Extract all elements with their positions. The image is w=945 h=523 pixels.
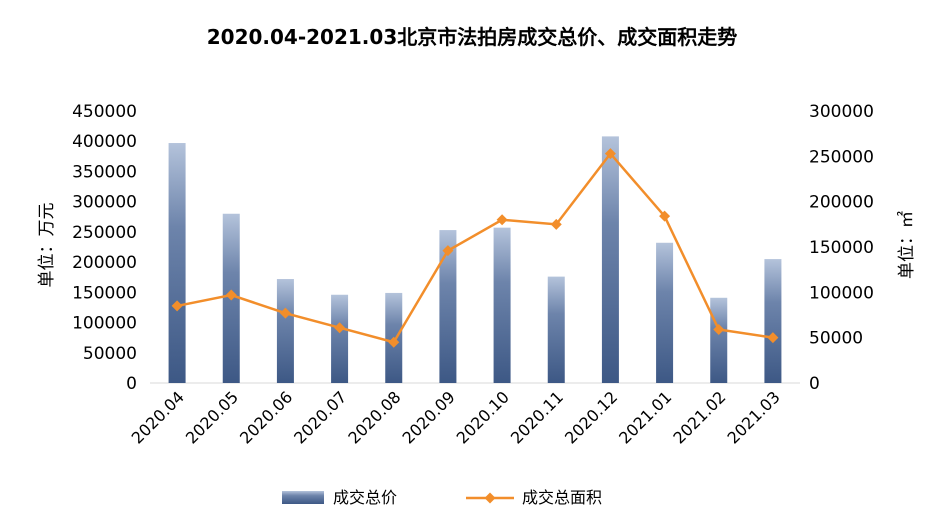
right-tick-label: 150000 xyxy=(809,238,874,258)
x-tick-label: 2020.05 xyxy=(182,387,242,447)
bar xyxy=(547,276,565,383)
line-point xyxy=(604,148,616,160)
x-tick-label: 2020.08 xyxy=(344,387,404,447)
right-tick-label: 50000 xyxy=(809,329,863,349)
legend-line-label: 成交总面积 xyxy=(522,488,602,507)
left-tick-label: 100000 xyxy=(72,314,137,334)
line-point xyxy=(225,289,237,301)
left-tick-label: 250000 xyxy=(72,223,137,243)
bar-series xyxy=(168,136,782,383)
x-tick-label: 2020.04 xyxy=(128,387,188,447)
left-tick-label: 300000 xyxy=(72,193,137,213)
right-tick-label: 300000 xyxy=(809,102,874,122)
line-point xyxy=(550,218,562,230)
left-tick-label: 450000 xyxy=(72,102,137,122)
x-tick-label: 2020.11 xyxy=(507,387,567,447)
legend-bar-swatch xyxy=(282,491,324,504)
line-point xyxy=(279,307,291,319)
bar xyxy=(168,143,186,383)
bar xyxy=(276,279,294,383)
left-tick-label: 50000 xyxy=(83,344,137,364)
bar xyxy=(764,259,782,383)
left-tick-label: 200000 xyxy=(72,253,137,273)
line-point xyxy=(659,210,671,222)
x-tick-label: 2020.12 xyxy=(561,387,621,447)
right-tick-label: 200000 xyxy=(809,193,874,213)
bar xyxy=(656,242,674,383)
left-tick-label: 350000 xyxy=(72,162,137,182)
line-path xyxy=(176,151,774,344)
x-tick-label: 2020.10 xyxy=(453,387,513,447)
line-series xyxy=(171,148,779,348)
left-axis: 0 50000 100000 150000 200000 250000 300000 3500… xyxy=(72,102,137,394)
bar xyxy=(493,227,511,383)
right-tick-label: 0 xyxy=(809,374,820,394)
line-point xyxy=(334,322,346,334)
right-axis-title: 单位：㎡ xyxy=(897,211,917,279)
left-tick-label: 150000 xyxy=(72,283,137,303)
bar xyxy=(439,230,457,383)
right-tick-label: 250000 xyxy=(809,147,874,167)
legend: 成交总价 成交总面积 xyxy=(282,488,602,507)
right-axis: 0 50000 100000 150000 200000 250000 300000 xyxy=(809,102,874,394)
x-tick-label: 2020.06 xyxy=(236,387,296,447)
line-point xyxy=(713,324,725,336)
x-tick-label: 2021.02 xyxy=(669,387,729,447)
legend-line-marker xyxy=(484,492,496,504)
right-tick-label: 100000 xyxy=(809,283,874,303)
left-tick-label: 400000 xyxy=(72,132,137,152)
line-point xyxy=(171,300,183,312)
line-point xyxy=(767,332,779,344)
x-tick-label: 2020.09 xyxy=(399,387,459,447)
chart-title: 2020.04-2021.03北京市法拍房成交总价、成交面积走势 xyxy=(207,25,738,49)
legend-bar-label: 成交总价 xyxy=(333,488,397,507)
line-point xyxy=(388,336,400,348)
line-point xyxy=(442,245,454,257)
x-tick-label: 2021.01 xyxy=(615,387,675,447)
left-tick-label: 0 xyxy=(126,374,137,394)
left-axis-title: 单位：万元 xyxy=(37,203,57,288)
x-tick-label: 2020.07 xyxy=(290,387,350,447)
bar xyxy=(601,136,619,383)
bar xyxy=(710,297,728,383)
x-axis-ticks: 2020.042020.052020.062020.072020.082020.… xyxy=(128,387,784,447)
line-point xyxy=(496,214,508,226)
x-tick-label: 2021.03 xyxy=(724,387,784,447)
bar xyxy=(331,294,349,383)
